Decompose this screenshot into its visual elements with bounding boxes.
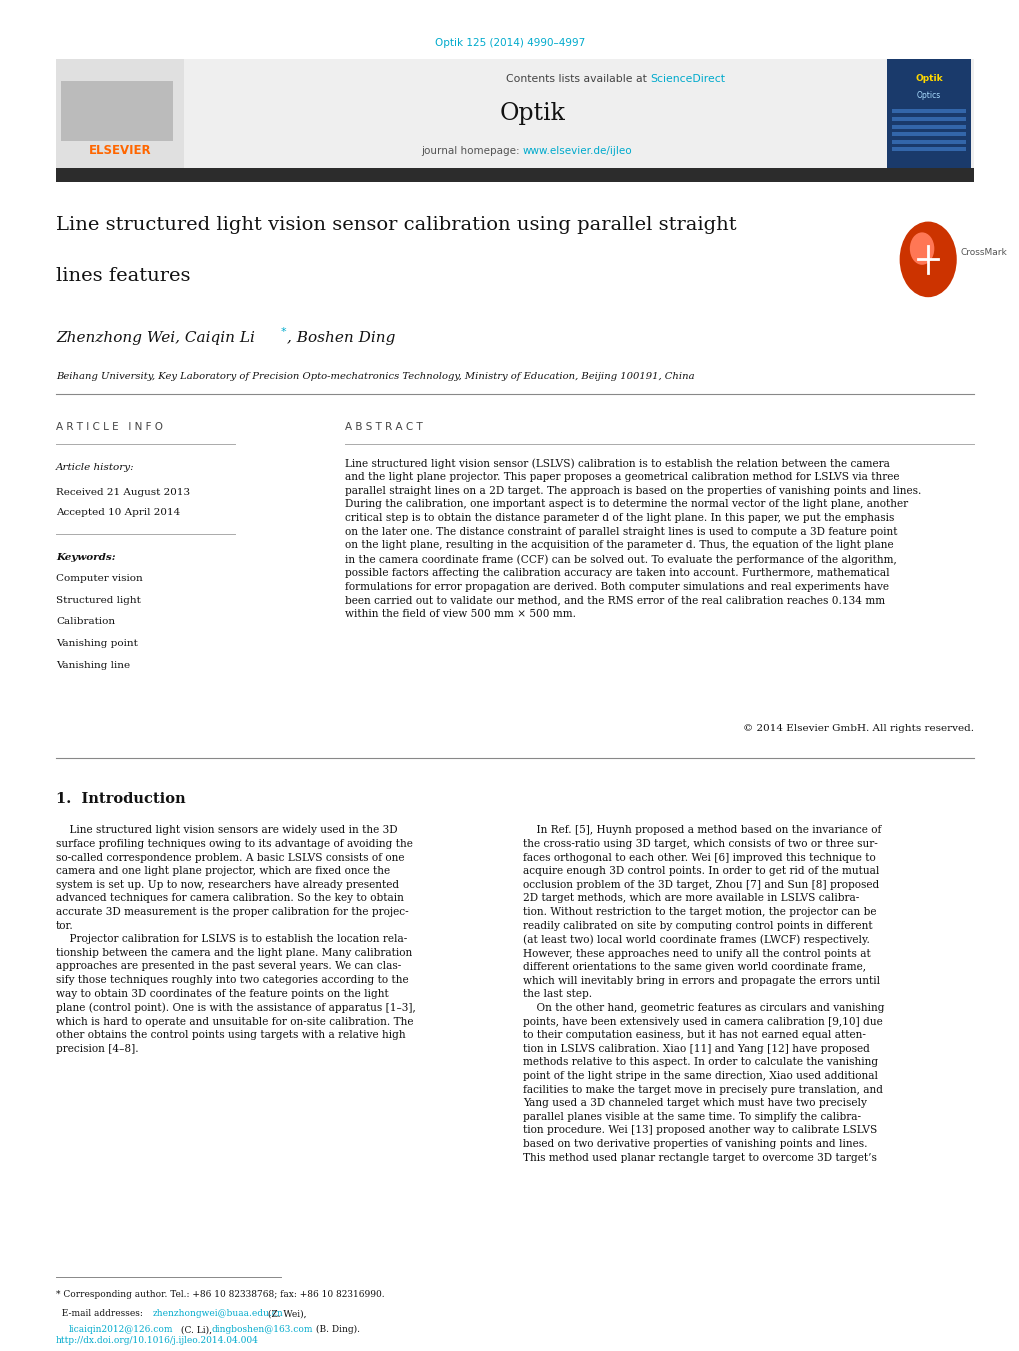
Text: (Z. Wei),: (Z. Wei), [265,1309,307,1319]
Bar [56,59,183,168]
Text: Calibration: Calibration [56,617,115,627]
Text: * Corresponding author. Tel.: +86 10 82338768; fax: +86 10 82316990.: * Corresponding author. Tel.: +86 10 823… [56,1290,384,1300]
Text: dingboshen@163.com: dingboshen@163.com [211,1325,313,1335]
Text: © 2014 Elsevier GmbH. All rights reserved.: © 2014 Elsevier GmbH. All rights reserve… [743,724,973,734]
Bar [61,81,173,141]
Text: (B. Ding).: (B. Ding). [313,1325,360,1335]
Text: Received 21 August 2013: Received 21 August 2013 [56,488,190,497]
Bar [892,132,965,136]
Bar [892,124,965,128]
Bar [892,139,965,143]
Text: CrossMark: CrossMark [960,249,1007,257]
Text: Line structured light vision sensor (LSLVS) calibration is to establish the rela: Line structured light vision sensor (LSL… [344,458,921,619]
Circle shape [909,232,933,265]
Text: Accepted 10 April 2014: Accepted 10 April 2014 [56,508,180,517]
Text: , Boshen Ding: , Boshen Ding [286,331,394,345]
Text: Contents lists available at: Contents lists available at [505,74,650,84]
Bar [56,168,973,182]
Text: ELSEVIER: ELSEVIER [89,143,151,157]
Text: Keywords:: Keywords: [56,553,115,562]
Text: Optics: Optics [916,91,941,100]
Text: Zhenzhong Wei, Caiqin Li: Zhenzhong Wei, Caiqin Li [56,331,255,345]
Text: A R T I C L E   I N F O: A R T I C L E I N F O [56,422,163,431]
Text: Line structured light vision sensor calibration using parallel straight: Line structured light vision sensor cali… [56,216,736,234]
Text: http://dx.doi.org/10.1016/j.ijleo.2014.04.004: http://dx.doi.org/10.1016/j.ijleo.2014.0… [56,1336,259,1346]
Text: Vanishing point: Vanishing point [56,639,138,648]
Bar [887,59,970,168]
Text: A B S T R A C T: A B S T R A C T [344,422,423,431]
Text: E-mail addresses:: E-mail addresses: [56,1309,146,1319]
Text: (C. Li),: (C. Li), [178,1325,215,1335]
Text: licaiqin2012@126.com: licaiqin2012@126.com [68,1325,172,1335]
Circle shape [899,222,956,297]
Text: Structured light: Structured light [56,596,141,605]
Text: journal homepage:: journal homepage: [421,146,522,157]
Text: Beihang University, Key Laboratory of Precision Opto-mechatronics Technology, Mi: Beihang University, Key Laboratory of Pr… [56,372,694,381]
Text: Article history:: Article history: [56,463,135,473]
Text: Optik: Optik [499,101,566,126]
Text: Computer vision: Computer vision [56,574,143,584]
Text: In Ref. [5], Huynh proposed a method based on the invariance of
the cross-ratio : In Ref. [5], Huynh proposed a method bas… [523,825,883,1163]
Text: Vanishing line: Vanishing line [56,661,130,670]
Text: Line structured light vision sensors are widely used in the 3D
surface profiling: Line structured light vision sensors are… [56,825,416,1054]
Bar [892,109,965,113]
Text: www.elsevier.de/ijleo: www.elsevier.de/ijleo [522,146,632,157]
Text: lines features: lines features [56,267,191,285]
Text: zhenzhongwei@buaa.edu.cn: zhenzhongwei@buaa.edu.cn [153,1309,283,1319]
Bar [892,118,965,122]
Text: ScienceDirect: ScienceDirect [650,74,725,84]
Bar [56,59,973,168]
Text: 1.  Introduction: 1. Introduction [56,792,185,805]
Text: Optik: Optik [914,74,943,84]
Bar [892,147,965,151]
Text: Optik 125 (2014) 4990–4997: Optik 125 (2014) 4990–4997 [434,38,585,49]
Text: *: * [280,327,286,336]
